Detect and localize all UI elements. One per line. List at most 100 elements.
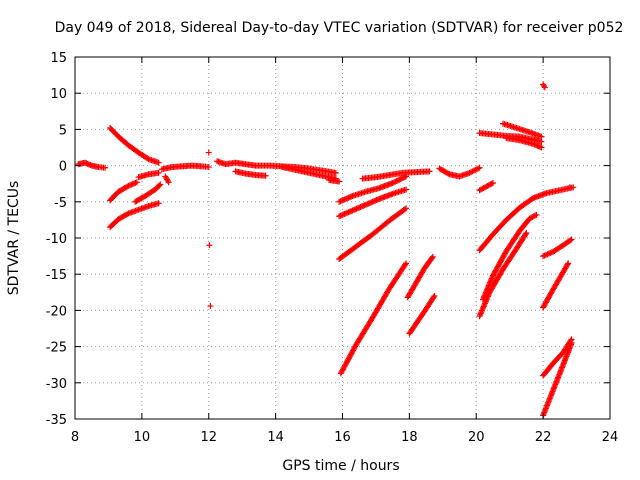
series-trace-e xyxy=(132,181,164,205)
series-trace-af xyxy=(540,336,575,379)
series-trace-o xyxy=(336,205,410,262)
data-point xyxy=(155,200,162,207)
data-point xyxy=(445,170,452,177)
data-point xyxy=(538,133,545,140)
series-trace-l xyxy=(326,177,343,185)
series-trace-ad xyxy=(540,260,572,311)
x-axis-title: GPS time / hours xyxy=(282,458,399,474)
data-point xyxy=(431,292,438,299)
data-point xyxy=(205,164,212,171)
data-point xyxy=(403,205,410,212)
y-tick-label: 0 xyxy=(59,160,67,175)
series-trace-aa xyxy=(503,135,545,151)
series-trace-p xyxy=(359,168,433,182)
data-point xyxy=(564,261,571,268)
x-tick-label: 16 xyxy=(334,430,351,445)
data-point xyxy=(395,177,402,184)
y-tick-label: -35 xyxy=(46,413,67,428)
data-point xyxy=(476,164,483,171)
data-point xyxy=(538,138,545,145)
x-tick-label: 18 xyxy=(401,430,418,445)
series-trace-d xyxy=(107,200,162,231)
data-point xyxy=(131,180,138,187)
y-tick-label: 10 xyxy=(50,87,67,102)
data-point xyxy=(124,183,131,190)
data-point xyxy=(537,143,544,150)
data-point xyxy=(522,231,529,238)
data-point xyxy=(126,182,133,189)
series-trace-q xyxy=(337,260,410,377)
data-point xyxy=(156,182,163,189)
series-trace-ab xyxy=(540,81,548,91)
data-marks xyxy=(75,81,577,419)
data-point xyxy=(533,211,540,218)
data-point xyxy=(262,172,269,179)
data-point xyxy=(396,176,403,183)
series-trace-i xyxy=(214,158,339,176)
data-point xyxy=(540,82,547,89)
data-point xyxy=(155,169,162,176)
x-tick-label: 22 xyxy=(535,430,552,445)
series-trace-n xyxy=(336,186,410,220)
series-trace-k xyxy=(279,164,339,182)
data-point xyxy=(133,179,140,186)
data-point xyxy=(397,176,404,183)
data-point xyxy=(390,179,397,186)
series-trace-ag xyxy=(566,184,573,191)
y-tick-label: -5 xyxy=(54,196,67,211)
y-tick-label: 5 xyxy=(59,123,67,138)
data-point xyxy=(165,179,172,186)
data-point xyxy=(392,178,399,185)
data-point xyxy=(206,242,213,249)
series-trace-b xyxy=(107,124,162,166)
data-point xyxy=(389,179,396,186)
data-point xyxy=(426,168,433,175)
data-point xyxy=(523,229,530,236)
series-trace-u xyxy=(476,179,496,194)
data-point xyxy=(489,179,496,186)
data-point xyxy=(535,143,542,150)
series-trace-x xyxy=(479,211,540,303)
data-point xyxy=(207,303,214,310)
series-trace-t xyxy=(436,164,483,180)
series-trace-z xyxy=(500,120,545,140)
data-point xyxy=(488,180,495,187)
data-point xyxy=(568,336,575,343)
data-point xyxy=(155,159,162,166)
data-point xyxy=(428,254,435,261)
y-tick-labels: 15 10 5 0 -5 -10 -15 -20 -25 -30 -35 xyxy=(46,51,67,428)
axis-ticks xyxy=(74,56,611,420)
data-point xyxy=(129,181,136,188)
series-trace-c xyxy=(107,179,140,204)
data-point xyxy=(565,260,572,267)
data-point xyxy=(402,261,409,268)
data-point xyxy=(541,84,548,91)
y-tick-label: -10 xyxy=(46,232,67,247)
series-trace-r xyxy=(404,253,436,301)
data-point xyxy=(430,294,437,301)
y-tick-label: -15 xyxy=(46,268,67,283)
series-trace-s xyxy=(406,292,438,337)
y-tick-label: 15 xyxy=(50,51,67,66)
series-trace-m xyxy=(336,173,410,205)
x-tick-label: 20 xyxy=(468,430,485,445)
x-tick-label: 12 xyxy=(200,430,217,445)
data-point xyxy=(400,174,407,181)
x-tick-label: 24 xyxy=(602,430,619,445)
series-trace-a xyxy=(75,159,109,171)
y-tick-label: -20 xyxy=(46,304,67,319)
series-trace-v xyxy=(476,184,577,254)
data-point xyxy=(336,178,343,185)
data-point xyxy=(128,181,135,188)
data-point xyxy=(532,142,539,149)
data-point xyxy=(531,141,538,148)
series-trace-f xyxy=(135,169,162,181)
data-point xyxy=(399,175,406,182)
data-point xyxy=(568,236,575,243)
data-point xyxy=(530,140,537,147)
data-point xyxy=(403,260,410,267)
y-axis-title: SDTVAR / TECUs xyxy=(6,181,22,296)
data-point xyxy=(102,164,109,171)
y-tick-label: -30 xyxy=(46,377,67,392)
